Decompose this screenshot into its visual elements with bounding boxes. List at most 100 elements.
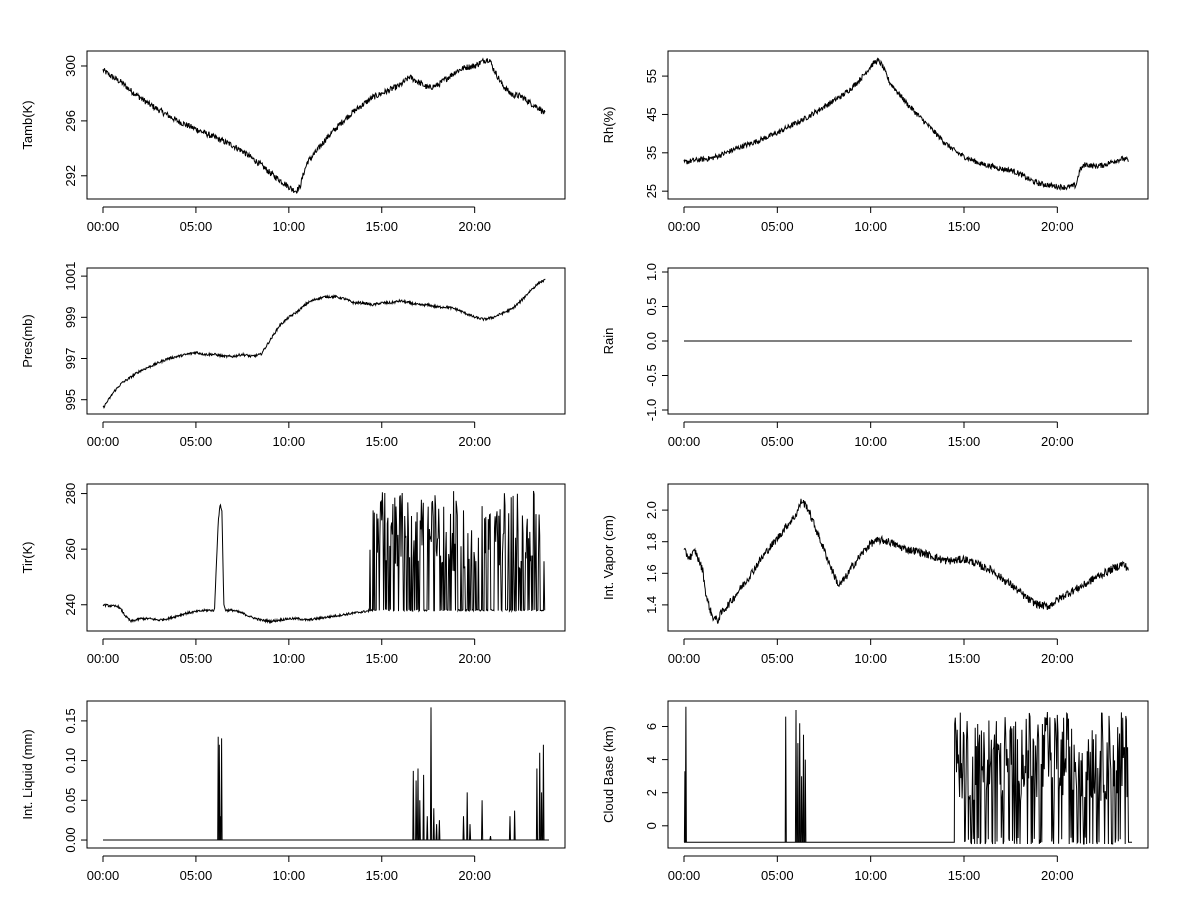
y-axis-label: Rh(%): [601, 107, 616, 144]
x-tick-label: 05:00: [761, 868, 794, 883]
y-tick-label: 35: [644, 146, 659, 160]
plot-frame: [667, 483, 1149, 632]
spike-liquid: [535, 768, 538, 841]
x-axis: 00:00 05:00 10:00 15:00 20:00: [668, 855, 1074, 883]
spike-cloud: [804, 759, 807, 843]
panel-tamb: 292 296 300 Tamb(K) 00:00 05:00 10:00 15:00 20:0…: [20, 50, 566, 234]
line-vapor: [683, 498, 1129, 624]
y-tick-label: 0.15: [63, 708, 78, 733]
spike-liquid: [218, 744, 221, 841]
y-tick-label: 55: [644, 69, 659, 83]
y-axis-label: Pres(mb): [20, 314, 35, 367]
spike-cloud: [684, 706, 687, 843]
line-tamb: [102, 57, 546, 194]
panel-pres: 995 997 999 1001 Pres(mb) 00:00 05:00 10:00 15:0…: [20, 262, 566, 449]
x-tick-label: 00:00: [668, 219, 701, 234]
line-rh: [683, 57, 1129, 191]
x-axis: 00:00 05:00 10:00 15:00 20:00: [87, 638, 491, 666]
spike-liquid: [438, 820, 441, 841]
y-tick-label: 25: [644, 184, 659, 198]
spike-liquid: [435, 824, 438, 841]
x-tick-label: 00:00: [668, 868, 701, 883]
y-axis-label: Cloud Base (km): [601, 726, 616, 823]
plot-frame: [86, 50, 566, 200]
x-tick-label: 05:00: [761, 219, 794, 234]
x-axis: 00:00 05:00 10:00 15:00 20:00: [668, 421, 1074, 449]
x-tick-label: 20:00: [458, 219, 491, 234]
x-axis: 00:00 05:00 10:00 15:00 20:00: [87, 421, 491, 449]
x-tick-label: 10:00: [854, 219, 887, 234]
spike-liquid: [469, 824, 472, 841]
y-tick-label: 2: [644, 789, 659, 796]
y-axis: 25 35 45 55: [644, 69, 669, 198]
x-tick-label: 20:00: [458, 434, 491, 449]
x-tick-label: 10:00: [273, 868, 306, 883]
y-tick-label: 280: [63, 483, 78, 505]
spike-liquid: [429, 707, 433, 841]
series-tamb: [102, 57, 546, 194]
x-tick-label: 15:00: [365, 868, 398, 883]
series-vapor: [683, 498, 1129, 624]
y-axis: 1.4 1.6 1.8 2.0: [644, 501, 669, 614]
y-axis-label: Tamb(K): [20, 100, 35, 149]
series-liquid: [103, 707, 549, 841]
spike-liquid: [426, 816, 429, 841]
series-cloud: [683, 706, 1132, 845]
x-tick-label: 20:00: [1041, 868, 1074, 883]
y-axis: -1.0 -0.5 0.0 0.5 1.0: [644, 263, 669, 421]
x-axis: 00:00 05:00 10:00 15:00 20:00: [87, 206, 491, 234]
x-tick-label: 05:00: [180, 219, 213, 234]
y-tick-label: 260: [63, 538, 78, 560]
x-tick-label: 15:00: [948, 219, 981, 234]
x-tick-label: 15:00: [365, 219, 398, 234]
y-axis-label: Rain: [601, 328, 616, 355]
plot-frame: [667, 50, 1149, 200]
spike-liquid: [220, 738, 223, 841]
x-tick-label: 05:00: [180, 868, 213, 883]
y-tick-label: 296: [63, 110, 78, 132]
y-tick-label: 1001: [63, 262, 78, 291]
y-tick-label: 45: [644, 107, 659, 121]
plot-frame: [86, 483, 566, 632]
y-tick-label: 0.10: [63, 748, 78, 773]
x-tick-label: 20:00: [1041, 651, 1074, 666]
panel-rain: -1.0 -0.5 0.0 0.5 1.0 Rain 00:00 05:00 10:00 15:0…: [601, 263, 1149, 449]
y-tick-label: 995: [63, 389, 78, 411]
y-axis-label: Tir(K): [20, 541, 35, 573]
plot-frame: [86, 700, 566, 849]
series-tir: [102, 490, 546, 625]
x-tick-label: 00:00: [668, 434, 701, 449]
y-axis-label: Int. Vapor (cm): [601, 515, 616, 600]
y-tick-label: 1.0: [644, 263, 659, 281]
x-tick-label: 15:00: [948, 868, 981, 883]
x-tick-label: 00:00: [668, 651, 701, 666]
x-tick-label: 20:00: [458, 651, 491, 666]
spike-liquid: [466, 792, 469, 841]
x-tick-label: 00:00: [87, 868, 120, 883]
y-tick-label: 1.4: [644, 596, 659, 614]
line-pres: [102, 278, 546, 409]
y-tick-label: 0.0: [644, 332, 659, 350]
spike-cloud: [794, 709, 798, 843]
spike-liquid: [508, 816, 511, 841]
x-tick-label: 00:00: [87, 434, 120, 449]
y-axis: 0.00 0.05 0.10 0.15: [63, 708, 88, 853]
spike-cloud: [798, 723, 801, 843]
x-axis: 00:00 05:00 10:00 15:00 20:00: [668, 638, 1074, 666]
x-tick-label: 10:00: [854, 651, 887, 666]
y-axis: 240 260 280: [63, 483, 88, 616]
y-tick-label: 0.5: [644, 297, 659, 315]
x-tick-label: 10:00: [273, 651, 306, 666]
spike-liquid: [418, 800, 421, 841]
panel-rh: 25 35 45 55 Rh(%) 00:00 05:00 10:00 15:00 20:00: [601, 50, 1149, 234]
x-tick-label: 00:00: [87, 219, 120, 234]
line-cloud: [684, 711, 1132, 845]
spike-cloud: [800, 776, 803, 843]
y-axis: 0 2 4 6: [644, 723, 669, 829]
x-tick-label: 05:00: [761, 434, 794, 449]
x-tick-label: 10:00: [273, 219, 306, 234]
y-tick-label: 999: [63, 306, 78, 328]
y-tick-label: 292: [63, 165, 78, 187]
spike-liquid: [462, 816, 465, 841]
